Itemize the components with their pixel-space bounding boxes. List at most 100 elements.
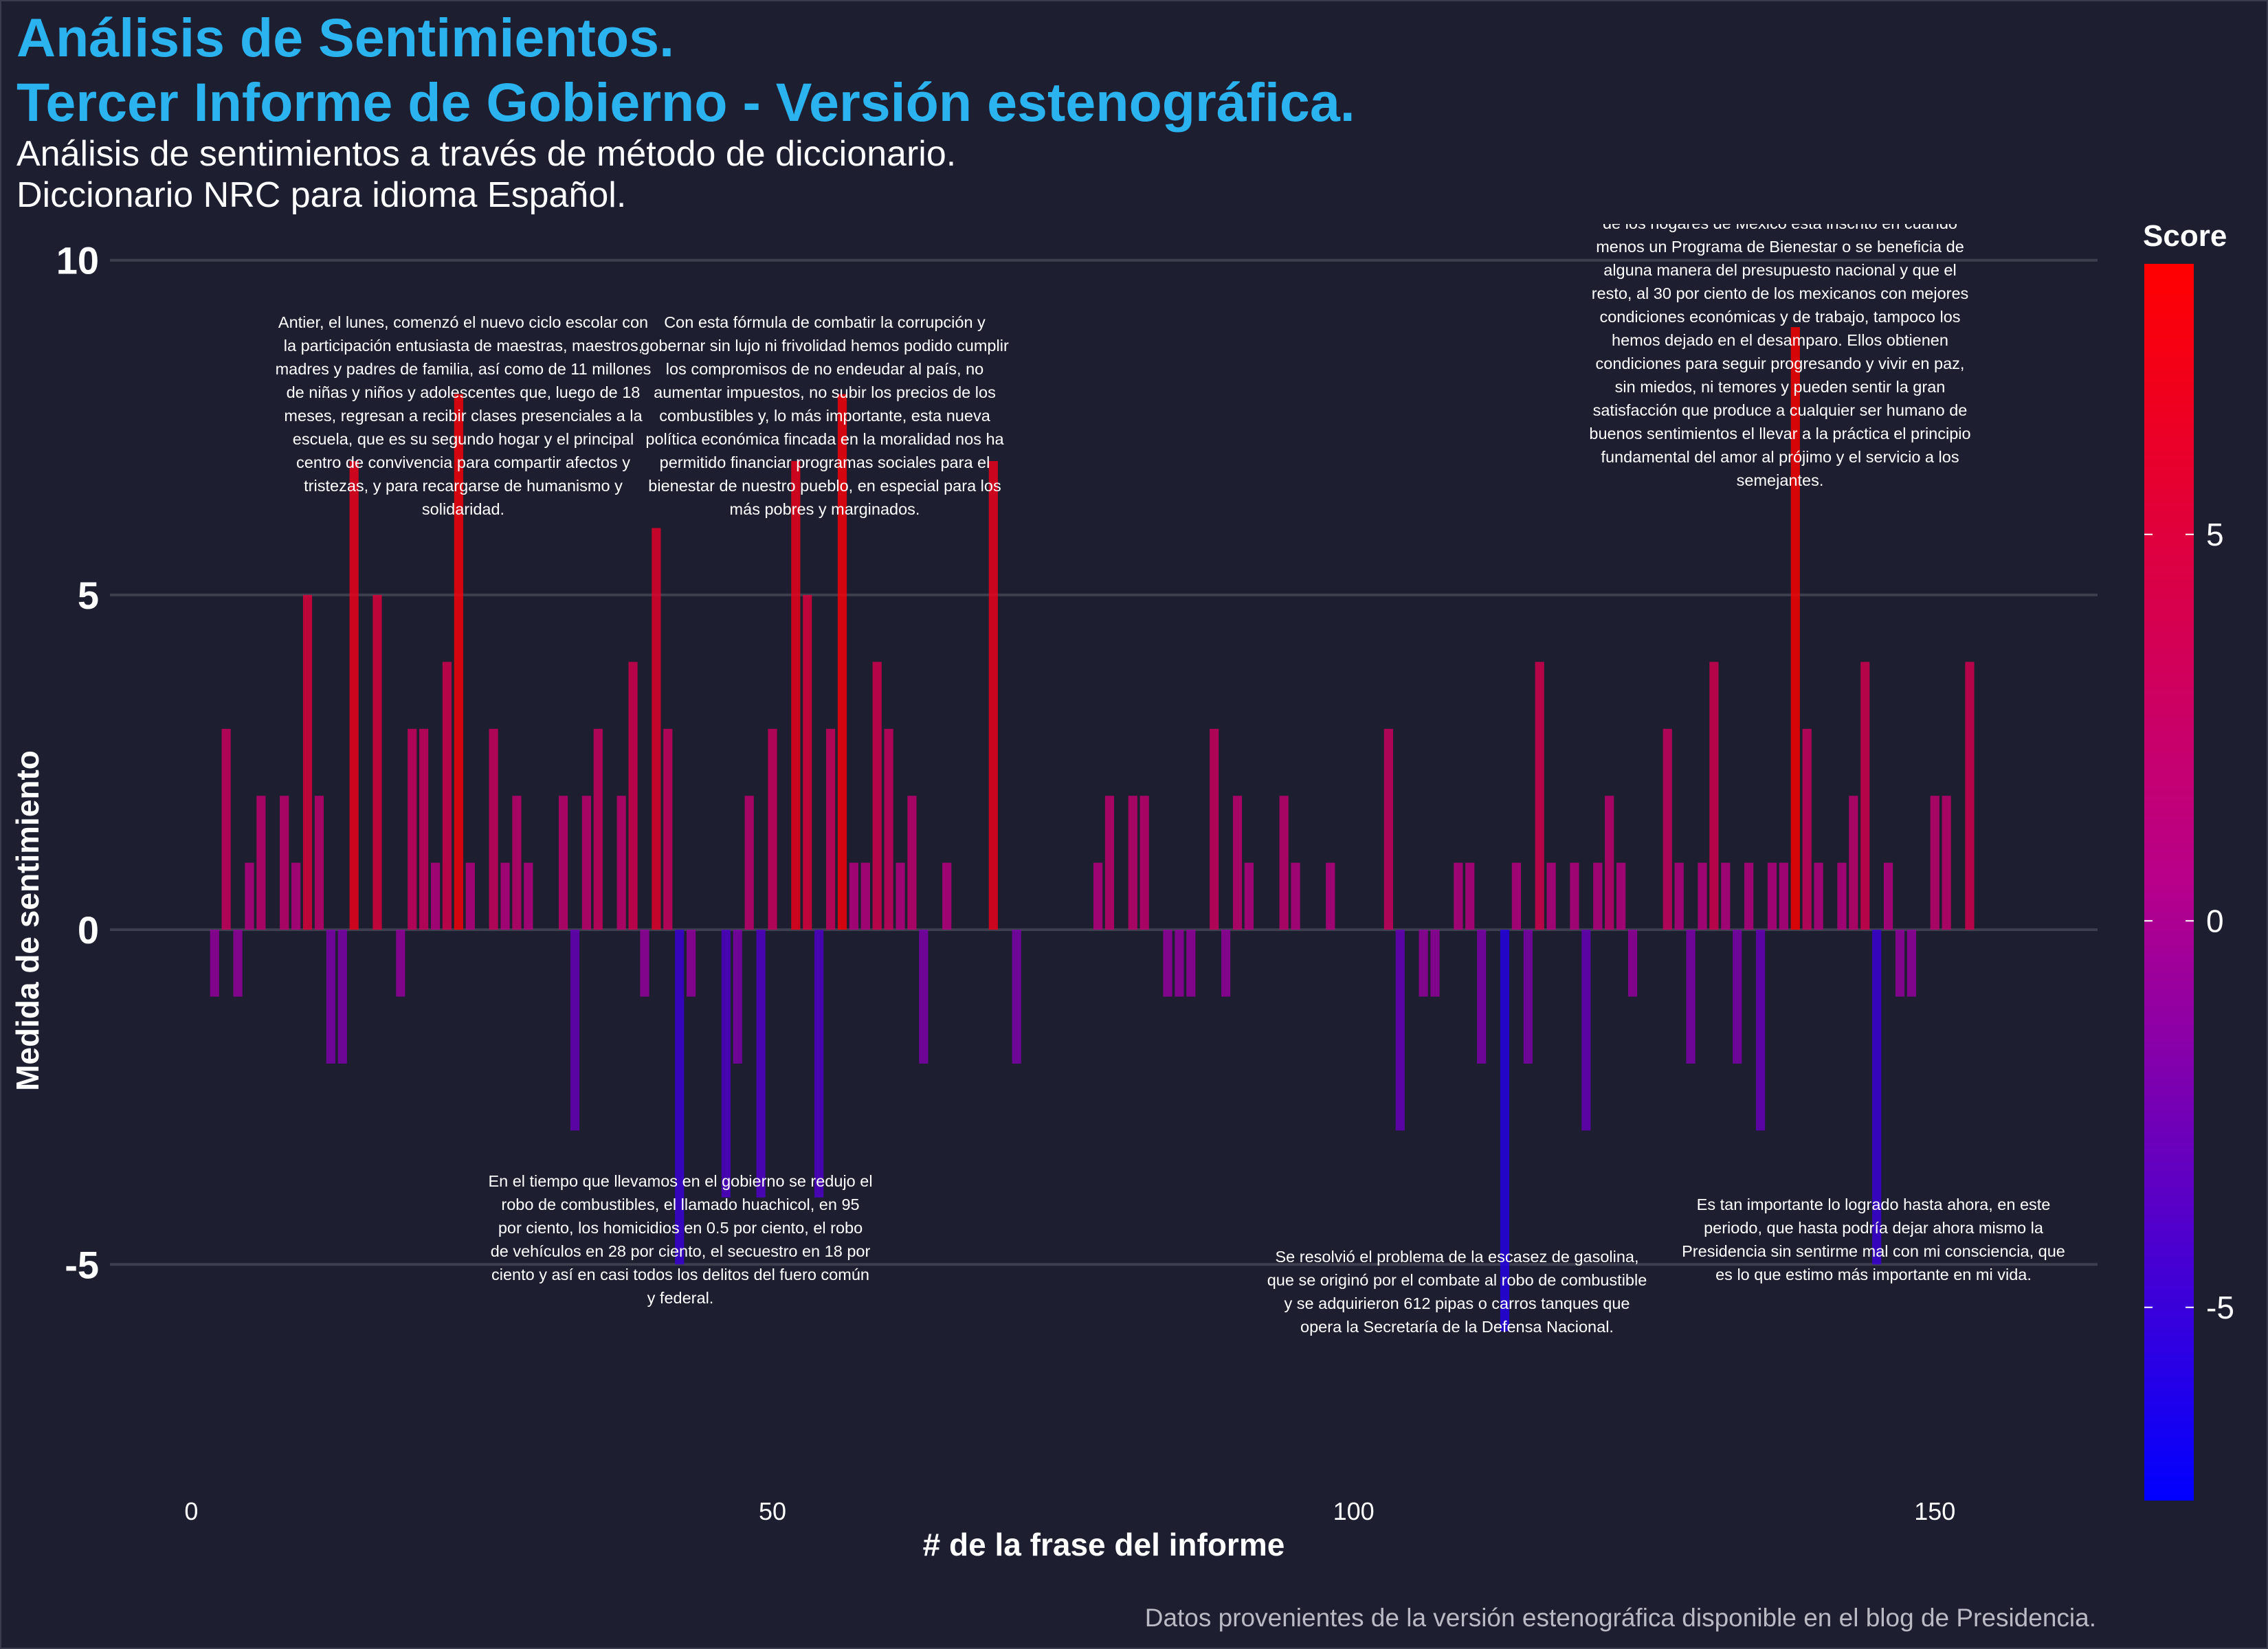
bar <box>1511 862 1521 930</box>
annotation-fuel-theft: En el tiempo que llevamos en el gobierno… <box>488 1172 873 1307</box>
annotation-school-year: Antier, el lunes, comenzó el nuevo ciclo… <box>275 313 652 518</box>
bar <box>988 461 998 930</box>
bar <box>1779 862 1788 930</box>
bar <box>640 930 649 997</box>
y-axis-title: Medida de sentimiento <box>10 750 45 1091</box>
bar <box>1686 930 1696 1064</box>
x-axis-title: # de la frase del informe <box>923 1527 1285 1562</box>
bar <box>814 930 824 1198</box>
bar <box>687 930 696 997</box>
bar <box>768 728 777 930</box>
bar <box>1465 862 1475 930</box>
bar <box>291 862 301 930</box>
bar <box>442 662 452 930</box>
y-tick-label: 5 <box>78 574 99 617</box>
x-axis-ticks: 0 50 100 150 <box>184 1497 1955 1525</box>
bar <box>663 728 673 930</box>
bar <box>500 862 510 930</box>
x-tick-label: 100 <box>1333 1497 1375 1525</box>
legend-tick-label: 5 <box>2206 517 2224 552</box>
bar-series <box>210 327 1975 1332</box>
annotation-corruption: Con esta fórmula de combatir la corrupci… <box>641 313 1009 518</box>
bar <box>744 796 754 930</box>
bar <box>245 862 254 930</box>
bar <box>1814 862 1823 930</box>
bar <box>884 728 893 930</box>
annotation-welfare-text: de los hogares de México está inscrito e… <box>1589 224 1971 489</box>
bar <box>907 796 917 930</box>
bar <box>558 796 568 930</box>
bar <box>1709 662 1719 930</box>
bar <box>302 594 313 930</box>
bar <box>1906 930 1916 997</box>
bar <box>1593 862 1603 930</box>
y-tick-label: 0 <box>78 908 99 952</box>
bar <box>1383 728 1393 930</box>
bar <box>1744 862 1754 930</box>
bar <box>1790 327 1800 930</box>
bar <box>593 728 603 930</box>
bar <box>349 461 359 930</box>
chart-subtitle-line-1: Análisis de sentimientos a través de mét… <box>16 134 957 174</box>
bar <box>849 862 858 930</box>
bar <box>465 862 475 930</box>
bar <box>837 394 847 930</box>
bar <box>1616 862 1626 930</box>
bar <box>675 930 685 1265</box>
bar <box>1279 796 1289 930</box>
bar <box>1186 930 1196 997</box>
y-tick-label: -5 <box>65 1243 99 1286</box>
bar <box>1104 796 1115 930</box>
bar <box>872 662 882 930</box>
bar <box>280 796 289 930</box>
chart-subtitle: Análisis de sentimientos a través de mét… <box>16 133 956 216</box>
bar <box>1942 796 1951 930</box>
bar <box>1523 930 1533 1064</box>
bar <box>1837 862 1847 930</box>
bar <box>1210 728 1219 930</box>
bar <box>1860 662 1870 930</box>
bar <box>1500 930 1510 1332</box>
bar <box>1395 930 1405 1131</box>
bar <box>1477 930 1487 1064</box>
bar <box>1163 930 1172 997</box>
color-legend: Score 5 0 -5 <box>2143 219 2234 1501</box>
bar <box>314 796 324 930</box>
bar <box>860 862 870 930</box>
x-tick-label: 150 <box>1914 1497 1955 1525</box>
bar <box>652 528 661 930</box>
bar <box>1663 728 1672 930</box>
bar <box>581 796 591 930</box>
x-tick-label: 50 <box>759 1497 786 1525</box>
bar <box>430 862 441 930</box>
bar <box>756 930 766 1198</box>
bar <box>1674 862 1684 930</box>
chart-title: Análisis de Sentimientos. Tercer Informe… <box>16 5 1355 135</box>
grid-lines <box>110 258 2098 1266</box>
source-caption: Datos provenientes de la versión estenog… <box>1144 1604 2096 1632</box>
annotation-welfare: de los hogares de México está inscrito e… <box>1588 224 1972 506</box>
bar <box>1570 862 1579 930</box>
bar <box>1581 930 1591 1131</box>
legend-title: Score <box>2143 219 2227 253</box>
bar <box>512 796 522 930</box>
legend-tick-label: -5 <box>2206 1290 2234 1325</box>
bar <box>721 930 731 1198</box>
bar <box>733 930 742 1064</box>
bar <box>570 930 580 1131</box>
bar <box>1930 796 1939 930</box>
bar <box>803 594 812 930</box>
bar <box>337 930 347 1064</box>
bar <box>1419 930 1428 997</box>
bar <box>326 930 335 1064</box>
y-tick-label: 10 <box>56 239 99 282</box>
bar <box>896 862 905 930</box>
bar <box>1872 930 1882 1265</box>
x-tick-label: 0 <box>184 1497 198 1525</box>
chart-title-line-2: Tercer Informe de Gobierno - Versión est… <box>16 71 1355 133</box>
chart-title-line-1: Análisis de Sentimientos. <box>16 7 675 68</box>
legend-colorbar <box>2144 264 2194 1501</box>
bar <box>1535 662 1544 930</box>
bar <box>454 394 463 930</box>
